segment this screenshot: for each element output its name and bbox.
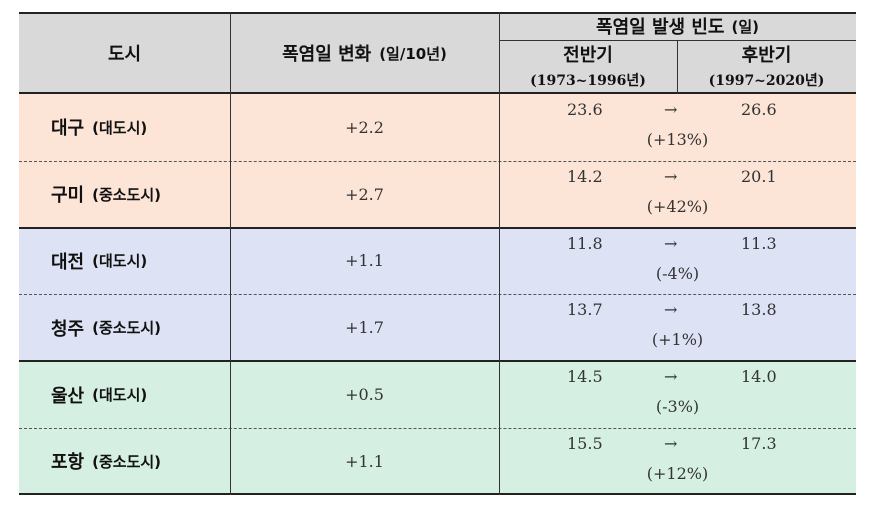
change-value: +0.5 — [345, 385, 384, 405]
header-second-half-years-label: (1997~2020년) — [708, 72, 825, 89]
table-row: 청주 (중소도시) +1.7 13.7 → 13.8 (+1%) — [19, 294, 856, 362]
change-value: +2.2 — [345, 117, 384, 137]
header-frequency: 폭염일 발생 빈도 (일) — [499, 12, 856, 40]
change-percent: (+42%) — [646, 196, 709, 216]
header-second-half: 후반기 — [677, 41, 856, 67]
first-half-value: 23.6 — [567, 100, 603, 119]
group-separator — [19, 226, 856, 229]
table-row: 대전 (대도시) +1.1 11.8 → 11.3 (-4%) — [19, 226, 856, 295]
header-first-half-years: (1973~1996년) — [499, 67, 677, 92]
table-row: 구미 (중소도시) +2.7 14.2 → 20.1 (+42%) — [19, 160, 856, 228]
arrow-icon: → — [664, 300, 678, 320]
row-separator — [19, 160, 856, 162]
city-name: 울산 — [51, 385, 85, 407]
city-cell: 구미 (중소도시) — [19, 161, 230, 228]
city-cell: 청주 (중소도시) — [19, 294, 230, 361]
change-value: +2.7 — [345, 184, 384, 204]
arrow-icon: → — [664, 434, 678, 453]
column-divider-2 — [499, 12, 500, 495]
change-value: +1.7 — [345, 318, 384, 338]
table-bottom-border — [19, 493, 856, 495]
column-divider-1 — [230, 12, 231, 495]
first-half-value: 13.7 — [567, 300, 603, 320]
arrow-icon: → — [664, 233, 678, 253]
header-first-half-label: 전반기 — [563, 45, 613, 66]
arrow-icon: → — [664, 100, 678, 119]
table-body: 대구 (대도시) +2.2 23.6 → 26.6 (+13%) 구미 (중소도시) +2.7 14… — [19, 94, 856, 495]
row-separator — [19, 294, 856, 296]
header-first-half: 전반기 — [499, 41, 677, 67]
change-percent: (-4%) — [655, 263, 700, 283]
table-row: 포항 (중소도시) +1.1 15.5 → 17.3 (+12%) — [19, 428, 856, 495]
first-half-value: 14.2 — [567, 166, 603, 186]
header-change-label: 폭염일 변화 — [282, 44, 372, 65]
header-background — [19, 12, 856, 94]
second-half-value: 11.3 — [741, 233, 777, 253]
city-cell: 울산 (대도시) — [19, 361, 230, 428]
header-change-unit: (일/10년) — [379, 44, 447, 63]
second-half-value: 13.8 — [741, 300, 777, 320]
first-half-value: 14.5 — [567, 367, 603, 387]
city-type: (중소도시) — [92, 185, 162, 204]
change-percent: (+13%) — [646, 130, 709, 149]
change-percent: (+12%) — [646, 464, 709, 483]
city-type: (중소도시) — [92, 452, 162, 471]
table-row: 대구 (대도시) +2.2 23.6 → 26.6 (+13%) — [19, 94, 856, 161]
city-name: 구미 — [51, 185, 85, 207]
header-city-label: 도시 — [107, 44, 142, 65]
header-second-half-years: (1997~2020년) — [677, 67, 856, 92]
city-cell: 대구 (대도시) — [19, 94, 230, 161]
second-half-value: 17.3 — [741, 434, 777, 453]
header-second-half-label: 후반기 — [741, 45, 792, 66]
arrow-icon: → — [664, 166, 678, 186]
second-half-value: 26.6 — [741, 100, 777, 119]
city-name: 포항 — [51, 452, 85, 474]
header-frequency-unit: (일) — [731, 17, 759, 36]
change-value: +1.1 — [345, 251, 384, 271]
city-cell: 대전 (대도시) — [19, 228, 230, 295]
change-value: +1.1 — [345, 451, 384, 471]
header-change: 폭염일 변화 (일/10년) — [230, 12, 499, 94]
first-half-value: 11.8 — [567, 233, 603, 253]
city-type: (대도시) — [92, 386, 148, 405]
city-cell: 포항 (중소도시) — [19, 428, 230, 495]
first-half-value: 15.5 — [567, 434, 603, 453]
city-type: (대도시) — [92, 252, 148, 271]
heatwave-table: 도시 폭염일 변화 (일/10년) 폭염일 발생 빈도 (일) 전반기 (197… — [19, 12, 856, 495]
change-percent: (-3%) — [655, 397, 700, 417]
second-half-value: 14.0 — [741, 367, 777, 387]
city-name: 대구 — [51, 118, 85, 140]
table-row: 울산 (대도시) +0.5 14.5 → 14.0 (-3%) — [19, 360, 856, 428]
city-type: (중소도시) — [92, 319, 162, 338]
second-half-value: 20.1 — [741, 166, 777, 186]
header-half-divider — [677, 40, 678, 94]
row-separator — [19, 428, 856, 429]
header-city: 도시 — [19, 12, 230, 94]
city-name: 청주 — [51, 318, 85, 340]
header-frequency-label: 폭염일 발생 빈도 — [596, 17, 725, 38]
header-first-half-years-label: (1973~1996년) — [530, 72, 646, 89]
city-name: 대전 — [51, 251, 85, 273]
change-percent: (+1%) — [651, 330, 704, 350]
arrow-icon: → — [664, 367, 678, 387]
city-type: (대도시) — [92, 118, 148, 137]
group-separator — [19, 360, 856, 363]
